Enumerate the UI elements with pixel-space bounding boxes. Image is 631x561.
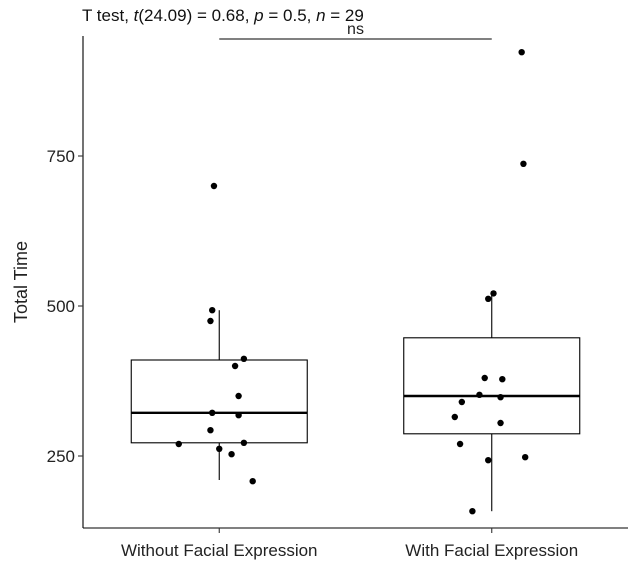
data-point <box>207 317 214 325</box>
data-point <box>521 454 529 461</box>
title-n-value: = 29 <box>325 6 364 25</box>
data-point <box>207 427 214 434</box>
box <box>403 337 581 435</box>
data-point <box>249 478 256 485</box>
data-point <box>518 49 525 56</box>
data-point <box>210 182 218 190</box>
title-prefix: T test, <box>82 6 134 25</box>
x-tick-label: With Facial Expression <box>405 541 578 560</box>
title-n-symbol: n <box>316 6 326 25</box>
data-point <box>235 392 242 400</box>
data-point <box>499 376 506 383</box>
y-tick-label: 750 <box>47 147 75 166</box>
data-point <box>231 362 239 370</box>
data-point <box>228 451 235 458</box>
data-point <box>209 307 216 314</box>
data-point <box>458 398 466 406</box>
data-point <box>485 295 492 302</box>
data-point <box>520 160 527 167</box>
data-point <box>216 445 223 452</box>
y-tick-label: 250 <box>47 447 75 466</box>
data-point <box>469 508 476 515</box>
y-axis-title: Total Time <box>11 241 31 323</box>
title-p-value: = 0.5, <box>263 6 317 25</box>
y-tick-label: 500 <box>47 297 75 316</box>
data-point <box>497 394 504 401</box>
data-point <box>456 440 464 448</box>
data-point <box>209 409 216 416</box>
data-point <box>240 439 248 446</box>
data-point <box>175 440 182 448</box>
data-point <box>490 290 497 297</box>
box <box>130 359 308 444</box>
data-point <box>240 355 248 362</box>
chart-title: T test, t(24.09) = 0.68, p = 0.5, n = 29 <box>82 6 364 26</box>
data-point <box>235 412 242 419</box>
data-point <box>481 374 488 382</box>
significance-label: ns <box>347 21 364 38</box>
title-t-stat: (24.09) = 0.68, <box>138 6 255 25</box>
data-point <box>451 413 458 421</box>
data-point <box>497 419 504 427</box>
data-point <box>476 391 483 398</box>
title-p-symbol: p <box>254 6 264 25</box>
data-point <box>485 457 492 464</box>
x-tick-label: Without Facial Expression <box>121 541 318 560</box>
title-t-symbol: t <box>133 6 139 25</box>
